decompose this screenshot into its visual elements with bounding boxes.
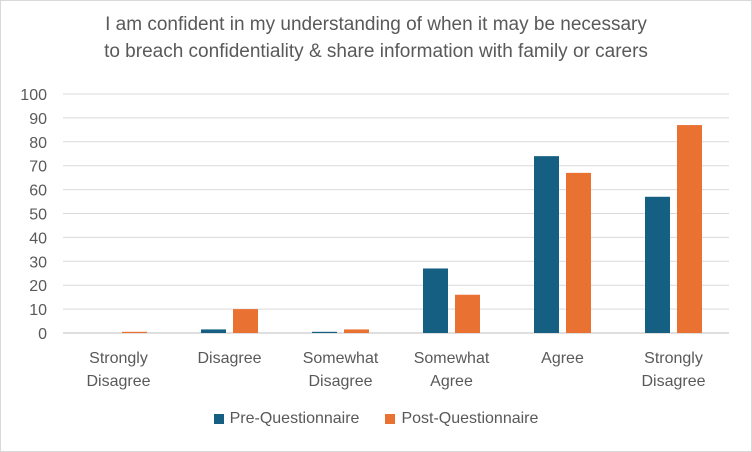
y-tick-label: 60	[29, 183, 47, 200]
x-tick-label: Agree	[541, 350, 584, 367]
y-tick-label: 0	[38, 326, 47, 343]
legend-swatch-post	[385, 414, 396, 424]
bar-pre	[534, 156, 559, 333]
y-tick-label: 70	[29, 159, 47, 176]
bar-post	[566, 172, 591, 333]
x-tick-label: Strongly Disagree	[641, 350, 705, 390]
y-tick-label: 40	[29, 230, 47, 247]
x-tick-label: Strongly Disagree	[86, 350, 150, 390]
y-tick-label: 10	[29, 302, 47, 319]
bar-pre	[423, 268, 448, 333]
bar-post	[344, 329, 369, 333]
bar-post	[455, 294, 480, 333]
bar-post	[122, 331, 147, 333]
x-tick-label-line: Somewhat	[303, 350, 379, 367]
chart-title: I am confident in my understanding of wh…	[1, 11, 751, 65]
x-tick-label-line: Agree	[430, 373, 473, 390]
x-tick-label-line: Strongly	[644, 350, 703, 367]
x-tick-label-line: Disagree	[86, 373, 150, 390]
legend-label-post: Post-Questionnaire	[401, 410, 539, 427]
y-tick-label: 80	[29, 135, 47, 152]
x-tick-label: Somewhat Agree	[414, 350, 490, 390]
legend: Pre-Questionnaire Post-Questionnaire	[1, 410, 751, 428]
legend-label-pre: Pre-Questionnaire	[229, 410, 360, 427]
x-tick-label-line: Disagree	[197, 350, 261, 367]
chart-title-line-1: I am confident in my understanding of wh…	[105, 14, 647, 35]
legend-swatch-pre	[213, 414, 224, 424]
bar-post	[233, 309, 258, 333]
x-tick-label-line: Disagree	[641, 373, 705, 390]
x-tick-label: Somewhat Disagree	[303, 350, 379, 390]
bar-pre	[201, 329, 226, 333]
x-tick-label: Disagree	[197, 350, 261, 367]
bar-pre	[312, 331, 337, 333]
y-tick-label: 30	[29, 254, 47, 271]
chart-title-line-2: to breach confidentiality & share inform…	[104, 41, 648, 62]
y-tick-label: 100	[20, 87, 47, 104]
x-tick-label-line: Agree	[541, 350, 584, 367]
x-tick-label-line: Somewhat	[414, 350, 490, 367]
bar-post	[677, 125, 702, 333]
y-tick-label: 90	[29, 111, 47, 128]
x-tick-label-line: Strongly	[89, 350, 148, 367]
legend-item-post: Post-Questionnaire	[385, 410, 538, 428]
y-tick-label: 20	[29, 278, 47, 295]
x-tick-label-line: Disagree	[308, 373, 372, 390]
bar-pre	[645, 196, 670, 333]
legend-item-pre: Pre-Questionnaire	[213, 410, 360, 428]
y-tick-label: 50	[29, 207, 47, 224]
